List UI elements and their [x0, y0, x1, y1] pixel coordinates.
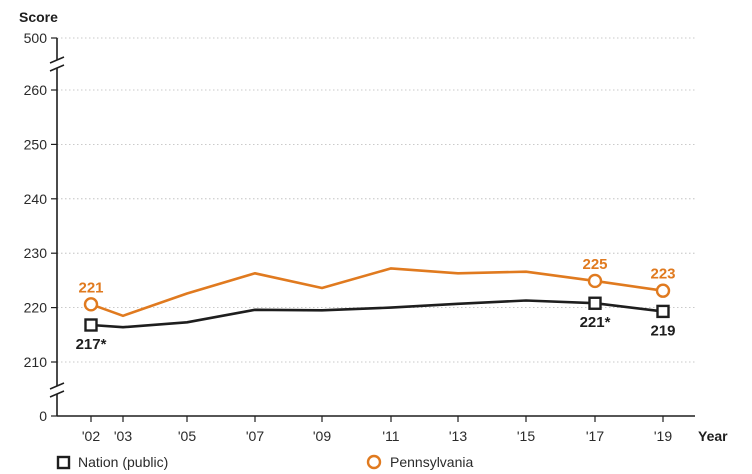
y-tick-label: 0: [39, 408, 47, 424]
x-tick-label: '13: [449, 428, 467, 444]
x-axis-title: Year: [698, 428, 728, 444]
data-label: 217*: [76, 336, 107, 353]
square-marker: [656, 304, 670, 319]
x-tick-label: '09: [313, 428, 331, 444]
axis-break-mark: [49, 56, 65, 64]
data-label: 221*: [580, 314, 611, 331]
circle-marker: [83, 297, 99, 312]
y-tick-label: 220: [24, 300, 48, 316]
y-tick-label: 210: [24, 354, 48, 370]
legend-square-icon: [56, 455, 71, 470]
series-lines: [90, 267, 664, 329]
x-tick-label: '02: [82, 428, 100, 444]
y-tick-label: 500: [24, 30, 48, 46]
y-tick-label: 260: [24, 82, 48, 98]
x-tick-label: '19: [654, 428, 672, 444]
legend-label-pennsylvania: Pennsylvania: [390, 454, 473, 470]
axis-break-mark: [49, 64, 65, 72]
x-tick-label: '03: [114, 428, 132, 444]
square-marker: [588, 296, 602, 310]
square-marker: [84, 318, 98, 332]
legend-label-nation: Nation (public): [78, 454, 168, 470]
x-tick-label: '15: [517, 428, 535, 444]
x-tick-label: '11: [382, 428, 399, 444]
y-tick-label: 230: [24, 245, 48, 261]
data-label: 219: [650, 322, 675, 339]
data-label: 223: [650, 266, 675, 283]
x-tick-label: '05: [178, 428, 196, 444]
data-labels: 217* 221* 219 221 225 223: [76, 256, 676, 353]
axis-break-mark: [49, 382, 65, 390]
y-tick-label: 240: [24, 191, 48, 207]
series-line-pennsylvania: [90, 267, 664, 318]
series-line-nation: [90, 299, 664, 329]
y-tick-label: 250: [24, 136, 48, 152]
legend-circle-icon: [366, 454, 382, 470]
legend: Nation (public) Pennsylvania: [56, 454, 473, 470]
series-markers: [83, 273, 671, 332]
axes: [49, 38, 695, 417]
axis-break-mark: [49, 390, 65, 398]
y-axis-ticks: 500 260 250 240 230 220 210 0: [24, 30, 57, 424]
circle-marker: [587, 273, 603, 289]
x-axis-ticks: '02 '03 '05 '07 '09 '11 '13 '15 '17 '19: [82, 416, 672, 444]
y-axis-title: Score: [19, 9, 58, 25]
data-label: 221: [78, 279, 103, 296]
x-tick-label: '17: [586, 428, 604, 444]
circle-marker: [655, 283, 671, 298]
x-tick-label: '07: [246, 428, 264, 444]
data-label: 225: [582, 256, 607, 273]
